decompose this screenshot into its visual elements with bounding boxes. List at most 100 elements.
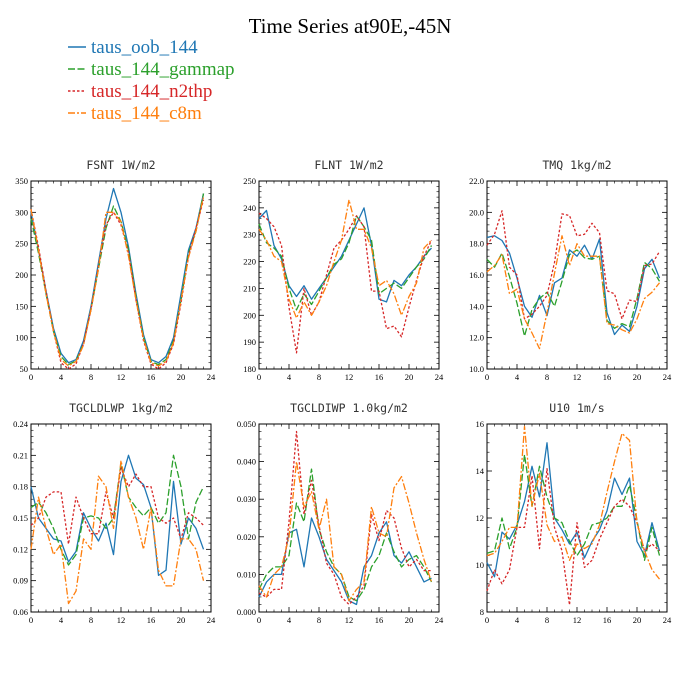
y-tick-label: 18.0 <box>469 239 484 249</box>
series-line <box>258 215 433 311</box>
x-tick-label: 24 <box>663 372 672 382</box>
x-tick-label: 8 <box>545 615 549 625</box>
x-tick-label: 20 <box>177 372 186 382</box>
figure-title: Time Series at90E,-45N <box>249 14 452 38</box>
x-tick-label: 24 <box>435 372 444 382</box>
y-tick-label: 100 <box>15 333 28 343</box>
y-tick-label: 50 <box>20 364 29 374</box>
x-tick-label: 24 <box>207 372 216 382</box>
chart-panel: U10 1m/s 8 10 12 14 16 0 4 8 12 16 20 24 <box>476 401 673 625</box>
x-tick-label: 0 <box>485 372 489 382</box>
series-line <box>30 454 205 577</box>
series-line <box>486 249 661 337</box>
x-tick-label: 4 <box>515 615 520 625</box>
series-line <box>486 235 661 336</box>
x-tick-label: 0 <box>29 615 33 625</box>
chart-panel: TMQ 1kg/m2 10.0 12.0 14.0 16.0 18.0 20.0 22.0 0 4… <box>469 158 672 382</box>
chart-panel: TGCLDLWP 1kg/m2 0.06 0.09 0.12 0.15 0.18 0.21 0… <box>13 401 216 625</box>
y-tick-label: 0.15 <box>13 513 28 523</box>
y-tick-label: 250 <box>243 176 256 186</box>
plot-frame <box>486 180 668 370</box>
y-tick-label: 0.06 <box>13 607 28 617</box>
series-line <box>486 425 661 580</box>
x-tick-label: 20 <box>177 615 186 625</box>
x-tick-label: 16 <box>147 372 156 382</box>
y-tick-label: 230 <box>243 230 256 240</box>
y-tick-label: 350 <box>15 176 28 186</box>
x-tick-label: 16 <box>603 372 612 382</box>
x-tick-label: 20 <box>633 372 642 382</box>
plot-frame <box>30 423 212 613</box>
panel-title: TGCLDIWP 1.0kg/m2 <box>290 401 408 415</box>
y-tick-label: 10 <box>476 560 485 570</box>
series-line <box>258 212 433 354</box>
x-tick-label: 8 <box>317 615 321 625</box>
y-tick-label: 0.030 <box>237 494 256 504</box>
series-line <box>30 467 204 545</box>
y-tick-label: 8 <box>480 607 484 617</box>
x-tick-label: 4 <box>515 372 520 382</box>
x-tick-label: 4 <box>287 615 292 625</box>
series-line <box>30 459 205 605</box>
y-tick-label: 250 <box>15 239 28 249</box>
x-tick-label: 4 <box>59 615 64 625</box>
x-tick-label: 8 <box>89 615 93 625</box>
y-tick-label: 0.010 <box>237 569 256 579</box>
y-tick-label: 200 <box>15 270 28 280</box>
chart-panel: FSNT 1W/m2 50 100 150 200 250 300 350 0 4 8 12 16 20 2… <box>15 158 216 382</box>
panel-title: FLNT 1W/m2 <box>314 158 383 172</box>
y-tick-label: 0.050 <box>237 419 256 429</box>
series-line <box>258 460 433 602</box>
y-tick-label: 16 <box>476 419 485 429</box>
x-tick-label: 24 <box>435 615 444 625</box>
legend-label: taus_144_c8m <box>91 103 202 124</box>
series-line <box>30 196 205 367</box>
legend-label: taus_144_gammap <box>91 59 235 80</box>
x-tick-label: 16 <box>147 615 156 625</box>
y-tick-label: 12.0 <box>469 333 484 343</box>
y-tick-label: 220 <box>243 257 256 267</box>
x-tick-label: 0 <box>257 372 261 382</box>
y-tick-label: 0.020 <box>237 532 256 542</box>
chart-panel: TGCLDIWP 1.0kg/m2 0.000 0.010 0.020 0.030 0.0… <box>237 401 444 625</box>
series-line <box>30 187 205 364</box>
x-tick-label: 0 <box>257 615 261 625</box>
panel-title: U10 1m/s <box>549 401 604 415</box>
legend-entry: taus_144_n2thp <box>68 81 212 102</box>
y-tick-label: 16.0 <box>469 270 484 280</box>
x-tick-label: 12 <box>345 372 354 382</box>
x-tick-label: 0 <box>29 372 33 382</box>
panel-title: FSNT 1W/m2 <box>86 158 155 172</box>
x-tick-label: 16 <box>375 372 384 382</box>
y-tick-label: 240 <box>243 203 256 213</box>
y-tick-label: 0.24 <box>13 419 29 429</box>
y-tick-label: 12 <box>476 513 485 523</box>
series-line <box>258 207 432 303</box>
x-tick-label: 20 <box>405 372 414 382</box>
x-tick-label: 12 <box>117 372 126 382</box>
series-line <box>486 235 661 350</box>
legend: taus_oob_144taus_144_gammaptaus_144_n2th… <box>68 37 235 124</box>
y-tick-label: 0.21 <box>13 450 28 460</box>
y-tick-label: 14 <box>476 466 485 476</box>
series-line <box>258 430 432 606</box>
x-tick-label: 16 <box>375 615 384 625</box>
x-tick-label: 24 <box>663 615 672 625</box>
y-tick-label: 20.0 <box>469 207 484 217</box>
y-tick-label: 0.040 <box>237 457 256 467</box>
x-tick-label: 12 <box>117 615 126 625</box>
y-tick-label: 10.0 <box>469 364 484 374</box>
x-tick-label: 4 <box>59 372 64 382</box>
panel-title: TGCLDLWP 1kg/m2 <box>69 401 173 415</box>
x-tick-label: 24 <box>207 615 216 625</box>
x-tick-label: 8 <box>89 372 93 382</box>
x-tick-label: 0 <box>485 615 489 625</box>
x-tick-label: 16 <box>603 615 612 625</box>
series-line <box>486 453 661 561</box>
y-tick-label: 150 <box>15 301 28 311</box>
series-line <box>486 467 660 606</box>
x-tick-label: 8 <box>317 372 321 382</box>
y-tick-label: 180 <box>243 364 256 374</box>
x-tick-label: 12 <box>345 615 354 625</box>
